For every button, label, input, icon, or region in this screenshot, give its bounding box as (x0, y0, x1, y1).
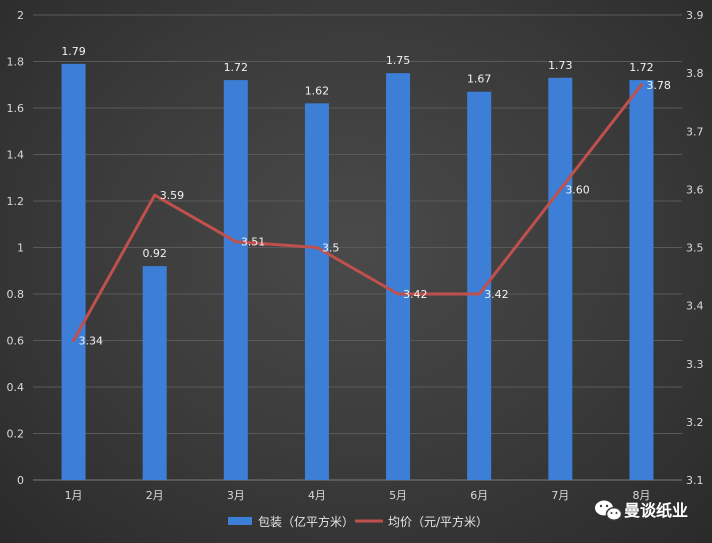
x-axis-tick-label: 4月 (308, 489, 326, 502)
bar (304, 103, 329, 480)
legend-label-line: 均价（元/平方米） (388, 514, 488, 529)
left-axis-tick-label: 0.8 (7, 288, 25, 301)
brand-name: 曼谈纸业 (624, 501, 688, 520)
x-axis-tick-label: 7月 (551, 489, 569, 502)
bar (386, 73, 411, 480)
bar (467, 91, 492, 480)
bar-data-label: 1.73 (548, 59, 573, 72)
left-axis-tick-label: 1.4 (7, 149, 25, 162)
bar-data-label: 1.75 (386, 54, 411, 67)
left-axis-tick-label: 1.8 (7, 56, 25, 69)
x-axis-tick-label: 6月 (470, 489, 488, 502)
line-data-label: 3.42 (484, 288, 509, 301)
bar-data-label: 1.72 (224, 61, 249, 74)
bar-series (61, 63, 654, 481)
right-axis-ticks: 3.1 3.2 3.3 3.4 3.5 3.6 3.7 3.8 3.9 (686, 9, 704, 487)
line-data-label: 3.60 (565, 183, 590, 196)
left-axis-tick-label: 0.4 (7, 381, 25, 394)
bar-data-label: 1.62 (305, 84, 330, 97)
left-axis-tick-label: 0 (17, 474, 24, 487)
line-data-label: 3.5 (322, 242, 340, 255)
line-data-label: 3.42 (403, 288, 428, 301)
wechat-icon (595, 500, 623, 521)
line-path (72, 83, 643, 342)
right-axis-tick-label: 3.3 (686, 358, 704, 371)
line-point (234, 240, 238, 244)
x-axis-tick-label: 5月 (389, 489, 407, 502)
grid-lines (33, 14, 682, 481)
line-point (315, 246, 319, 249)
legend-label-bar: 包装（亿平方米） (258, 514, 354, 529)
bar-data-label: 1.67 (467, 73, 492, 86)
line-data-label: 3.34 (79, 335, 104, 348)
line-data-label: 3.59 (160, 189, 185, 202)
line-data-label: 3.51 (241, 236, 266, 249)
left-axis-tick-label: 1 (17, 242, 24, 255)
left-axis-tick-label: 1.6 (7, 102, 25, 115)
left-axis-ticks: 0 0.2 0.4 0.6 0.8 1 1.2 1.4 1.6 1.8 2 (7, 9, 25, 487)
left-axis-tick-label: 2 (17, 9, 24, 22)
x-axis-ticks: 1月 2月 3月 4月 5月 6月 7月 8月 (65, 489, 651, 502)
x-axis-tick-label: 2月 (146, 489, 164, 502)
bar (548, 77, 573, 481)
line-point (153, 193, 157, 197)
right-axis-tick-label: 3.6 (686, 183, 704, 196)
right-axis-tick-label: 3.2 (686, 416, 704, 429)
line-data-label: 3.78 (646, 79, 671, 92)
left-axis-tick-label: 0.2 (7, 428, 25, 441)
right-axis-tick-label: 3.1 (686, 474, 704, 487)
line-point (396, 292, 400, 296)
bar (61, 63, 86, 480)
right-axis-tick-label: 3.8 (686, 67, 704, 80)
bar-data-label: 0.92 (142, 247, 167, 260)
legend-swatch-bar (228, 517, 252, 525)
line-point (477, 292, 481, 296)
bar (223, 80, 248, 480)
x-axis-tick-label: 8月 (632, 489, 650, 502)
bar (629, 80, 654, 480)
right-axis-tick-label: 3.9 (686, 9, 704, 22)
left-axis-tick-label: 0.6 (7, 335, 25, 348)
legend-item-bar: 包装（亿平方米） (228, 514, 354, 529)
x-axis-tick-label: 1月 (65, 489, 83, 502)
legend: 包装（亿平方米） 均价（元/平方米） (228, 514, 488, 529)
line-data-labels: 3.34 3.59 3.51 3.5 3.42 3.42 3.60 3.78 (79, 79, 671, 348)
right-axis-tick-label: 3.7 (686, 125, 704, 138)
line-point (558, 187, 562, 191)
bar-data-labels: 1.79 0.92 1.72 1.62 1.75 1.67 1.73 1.72 (61, 45, 653, 260)
left-axis-tick-label: 1.2 (7, 195, 25, 208)
brand-watermark: 曼谈纸业 (595, 500, 688, 521)
right-axis-tick-label: 3.4 (686, 300, 704, 313)
bar (142, 266, 167, 480)
line-series (72, 83, 643, 342)
bar-data-label: 1.72 (629, 61, 654, 74)
line-point (72, 339, 76, 342)
x-axis-tick-label: 3月 (227, 489, 245, 502)
bar-data-label: 1.79 (61, 45, 86, 58)
line-point (639, 83, 643, 87)
right-axis-tick-label: 3.5 (686, 242, 704, 255)
legend-item-line: 均价（元/平方米） (355, 514, 488, 529)
